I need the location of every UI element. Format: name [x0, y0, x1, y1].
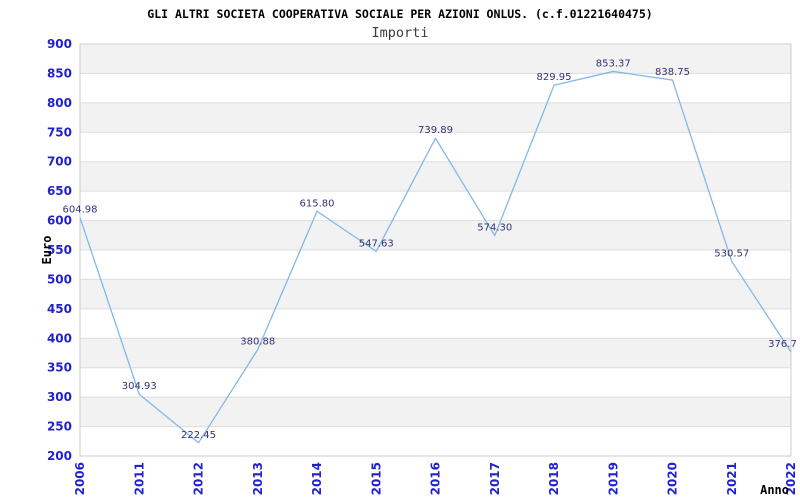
plot-band — [80, 279, 791, 309]
data-point-label: 574.30 — [477, 223, 512, 234]
y-tick-label: 300 — [47, 390, 72, 404]
y-axis-title: Euro — [40, 236, 54, 265]
data-point-label: 615.80 — [300, 198, 335, 209]
plot-band — [80, 161, 791, 192]
y-tick-label: 700 — [47, 155, 72, 169]
plot-band — [80, 220, 791, 250]
data-point-label: 380.88 — [240, 337, 275, 348]
plot-band — [80, 44, 791, 74]
y-tick-label: 450 — [47, 302, 72, 316]
x-tick-label: 2011 — [132, 462, 146, 495]
y-tick-label: 750 — [47, 125, 72, 139]
data-point-label: 853.37 — [596, 58, 631, 69]
data-point-label: 304.93 — [122, 381, 157, 392]
x-tick-label: 2022 — [784, 462, 798, 495]
y-tick-label: 800 — [47, 96, 72, 110]
data-point-label: 222.45 — [181, 430, 216, 441]
y-tick-label: 650 — [47, 184, 72, 198]
y-tick-label: 350 — [47, 361, 72, 375]
x-tick-label: 2021 — [725, 462, 739, 495]
x-tick-label: 2013 — [251, 462, 265, 495]
x-tick-label: 2020 — [666, 462, 680, 495]
x-tick-label: 2015 — [369, 462, 383, 495]
plot-border — [79, 43, 792, 457]
data-series-line — [79, 70, 792, 444]
chart-subtitle: Importi — [371, 25, 429, 41]
y-tick-label: 550 — [47, 243, 72, 257]
x-axis-title: Anno — [760, 483, 789, 497]
plot-band — [80, 397, 791, 427]
data-point-label: 838.75 — [655, 67, 690, 78]
plot-band — [80, 102, 791, 133]
x-tick-label: 2012 — [192, 462, 206, 495]
data-point-label: 604.98 — [63, 205, 98, 216]
x-tick-label: 2018 — [547, 462, 561, 495]
x-tick-label: 2014 — [310, 462, 324, 495]
data-point-label: 376.7 — [768, 339, 797, 350]
y-tick-label: 600 — [47, 214, 72, 228]
y-tick-label: 500 — [47, 272, 72, 286]
y-tick-label: 900 — [47, 37, 72, 51]
plot-band — [80, 338, 791, 368]
data-point-label: 530.57 — [714, 248, 749, 259]
y-tick-label: 400 — [47, 331, 72, 345]
x-tick-label: 2016 — [429, 462, 443, 495]
chart-title: GLI ALTRI SOCIETA COOPERATIVA SOCIALE PE… — [147, 7, 653, 21]
data-point-label: 829.95 — [537, 72, 572, 83]
x-tick-label: 2019 — [606, 462, 620, 495]
x-tick-label: 2006 — [73, 462, 87, 495]
data-point-label: 547.63 — [359, 238, 394, 249]
y-tick-label: 200 — [47, 449, 72, 463]
y-tick-label: 250 — [47, 420, 72, 434]
data-point-label: 739.89 — [418, 125, 453, 136]
y-tick-label: 850 — [47, 66, 72, 80]
x-tick-label: 2017 — [488, 462, 502, 495]
